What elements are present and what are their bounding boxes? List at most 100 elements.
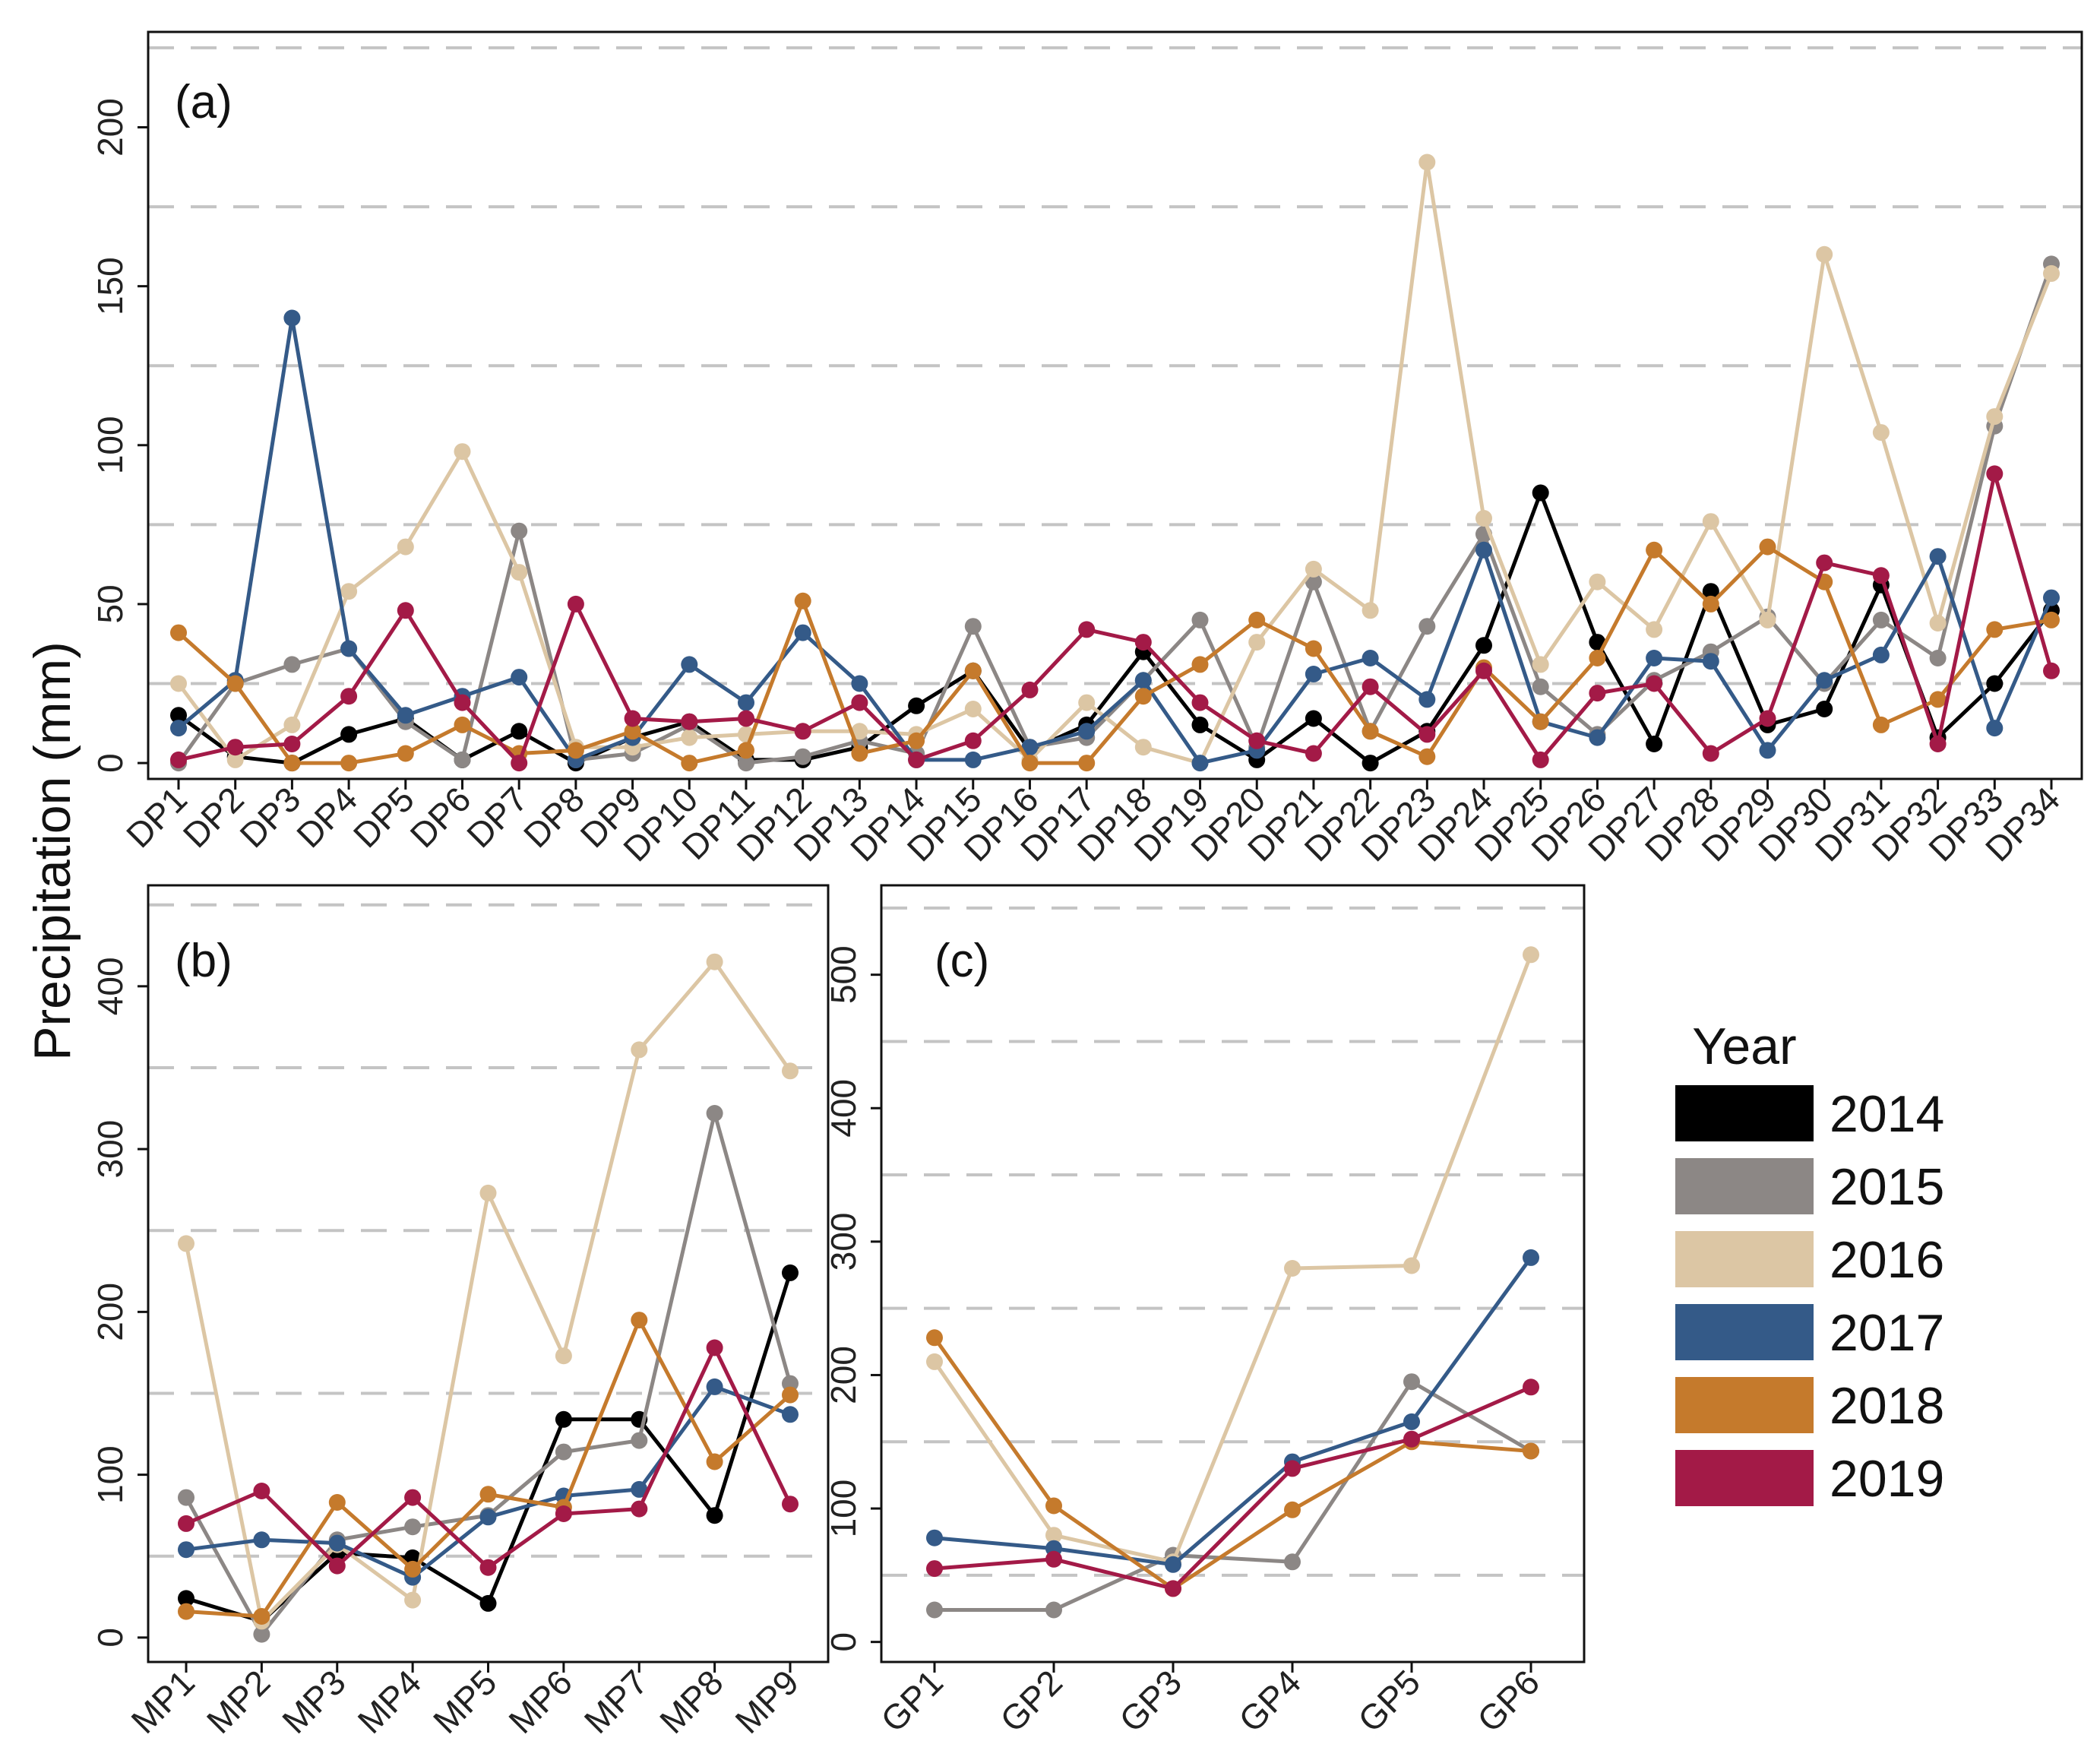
point-b-2016-MP1 xyxy=(178,1235,195,1252)
series-line-c-2016 xyxy=(932,954,1533,1564)
x-tick-label-MP8: MP8 xyxy=(652,1662,731,1741)
point-c-2016-GP4 xyxy=(1284,1260,1301,1277)
point-a-2019-DP4 xyxy=(340,688,358,705)
series-b-2018 xyxy=(178,1312,799,1625)
point-a-2019-DP29 xyxy=(1759,710,1776,727)
point-a-2016-DP20 xyxy=(1248,634,1266,651)
point-c-2019-GP6 xyxy=(1523,1379,1539,1396)
point-b-2019-MP2 xyxy=(253,1483,270,1499)
point-a-2016-DP34 xyxy=(2043,264,2060,282)
point-b-2018-MP3 xyxy=(328,1494,346,1511)
point-a-2018-DP8 xyxy=(567,742,584,759)
point-b-2016-MP8 xyxy=(706,953,723,970)
point-a-2014-DP21 xyxy=(1305,710,1322,727)
point-a-2017-DP1 xyxy=(170,720,187,737)
point-c-2016-GP1 xyxy=(926,1353,943,1370)
x-tick-label-DP5: DP5 xyxy=(346,779,422,855)
series-line-c-2017 xyxy=(934,1256,1533,1567)
point-b-2018-MP8 xyxy=(706,1453,723,1470)
point-a-2017-DP24 xyxy=(1475,541,1492,559)
series-line-c-2018 xyxy=(932,1336,1532,1591)
point-a-2015-DP7 xyxy=(511,522,528,540)
legend-label-2019: 2019 xyxy=(1830,1450,1944,1508)
point-c-2015-GP4 xyxy=(1284,1553,1301,1571)
point-b-2016-MP9 xyxy=(782,1062,799,1080)
x-tick-label-MP3: MP3 xyxy=(274,1662,353,1741)
x-tick-label-DP7: DP7 xyxy=(459,779,535,855)
point-a-2018-DP32 xyxy=(1929,691,1947,708)
series-c-2016 xyxy=(926,946,1539,1571)
point-a-2018-DP6 xyxy=(454,716,471,733)
point-b-2019-MP5 xyxy=(479,1559,497,1576)
point-a-2017-DP33 xyxy=(1986,720,2004,737)
point-a-2015-DP23 xyxy=(1418,618,1436,635)
point-a-2019-DP26 xyxy=(1589,685,1606,702)
series-b-2016 xyxy=(178,953,799,1630)
point-a-2015-DP31 xyxy=(1872,611,1890,628)
point-a-2018-DP21 xyxy=(1305,640,1322,657)
point-a-2015-DP32 xyxy=(1929,650,1947,666)
point-a-2018-DP26 xyxy=(1589,650,1606,666)
point-a-2019-DP11 xyxy=(738,710,754,727)
y-tick-label-c-100: 100 xyxy=(824,1480,863,1538)
point-a-2018-DP18 xyxy=(1134,688,1152,705)
point-a-2016-DP28 xyxy=(1702,513,1719,530)
panel-label-a: (a) xyxy=(175,76,232,128)
point-a-2015-DP3 xyxy=(283,656,301,673)
point-a-2018-DP23 xyxy=(1418,748,1436,765)
point-a-2017-DP34 xyxy=(2043,589,2060,606)
point-c-2017-GP3 xyxy=(1165,1556,1181,1573)
point-b-2017-MP5 xyxy=(479,1508,497,1526)
series-line-b-2017 xyxy=(185,1385,791,1580)
point-a-2016-DP13 xyxy=(851,723,868,740)
point-b-2015-MP1 xyxy=(178,1489,195,1506)
point-a-2019-DP12 xyxy=(794,723,811,740)
point-a-2019-DP5 xyxy=(397,602,414,619)
point-a-2014-DP28 xyxy=(1702,583,1719,600)
x-tick-label-MP5: MP5 xyxy=(425,1662,504,1741)
x-tick-label-MP7: MP7 xyxy=(577,1662,656,1741)
series-line-a-2014 xyxy=(177,491,2053,765)
point-b-2015-MP6 xyxy=(555,1443,572,1461)
y-tick-label-c-200: 200 xyxy=(824,1346,863,1404)
x-tick-label-DP8: DP8 xyxy=(516,779,592,855)
y-axis-label: Precipitation (mm) xyxy=(24,641,81,1061)
point-a-2014-DP14 xyxy=(908,697,925,714)
point-a-2017-DP26 xyxy=(1589,729,1606,746)
point-b-2018-MP5 xyxy=(479,1486,497,1503)
point-a-2017-DP32 xyxy=(1929,548,1947,565)
point-a-2017-DP16 xyxy=(1021,739,1039,756)
point-a-2014-DP22 xyxy=(1362,755,1379,772)
panel-b: 0 100 200 300 400 MP1MP2MP3MP4MP5MP6MP7MP8MP9… xyxy=(90,884,830,1741)
series-a-2019 xyxy=(170,465,2060,772)
y-tick-label-c-300: 300 xyxy=(824,1212,863,1271)
point-a-2019-DP10 xyxy=(681,713,698,730)
x-tick-label-MP9: MP9 xyxy=(727,1662,806,1741)
point-a-2019-DP1 xyxy=(170,751,187,768)
x-tick-label-GP3: GP3 xyxy=(1112,1662,1189,1739)
point-a-2016-DP17 xyxy=(1078,694,1096,711)
x-tick-label-GP5: GP5 xyxy=(1350,1662,1428,1739)
point-a-2019-DP14 xyxy=(908,751,925,768)
x-tick-label-MP2: MP2 xyxy=(199,1662,278,1741)
point-b-2019-MP4 xyxy=(404,1489,422,1506)
point-a-2019-DP8 xyxy=(567,595,584,613)
series-line-a-2015 xyxy=(176,263,2054,765)
point-a-2017-DP18 xyxy=(1134,672,1152,689)
x-tick-label-GP6: GP6 xyxy=(1469,1662,1547,1739)
y-tick-label-c-0: 0 xyxy=(824,1632,863,1652)
point-a-2015-DP11 xyxy=(738,755,754,772)
point-a-2016-DP21 xyxy=(1305,560,1322,578)
point-c-2015-GP5 xyxy=(1403,1373,1420,1391)
point-b-2016-MP5 xyxy=(479,1184,497,1201)
point-a-2016-DP25 xyxy=(1532,656,1549,673)
point-a-2018-DP14 xyxy=(908,732,925,749)
point-a-2016-DP18 xyxy=(1134,739,1152,756)
legend-swatch-2017 xyxy=(1674,1303,1815,1362)
point-a-2018-DP16 xyxy=(1021,755,1039,772)
y-tick-label-c-500: 500 xyxy=(824,945,863,1004)
point-b-2014-MP6 xyxy=(555,1410,572,1428)
point-c-2018-GP4 xyxy=(1284,1501,1301,1518)
point-a-2017-DP30 xyxy=(1816,672,1833,689)
series-a-2016 xyxy=(170,154,2060,772)
